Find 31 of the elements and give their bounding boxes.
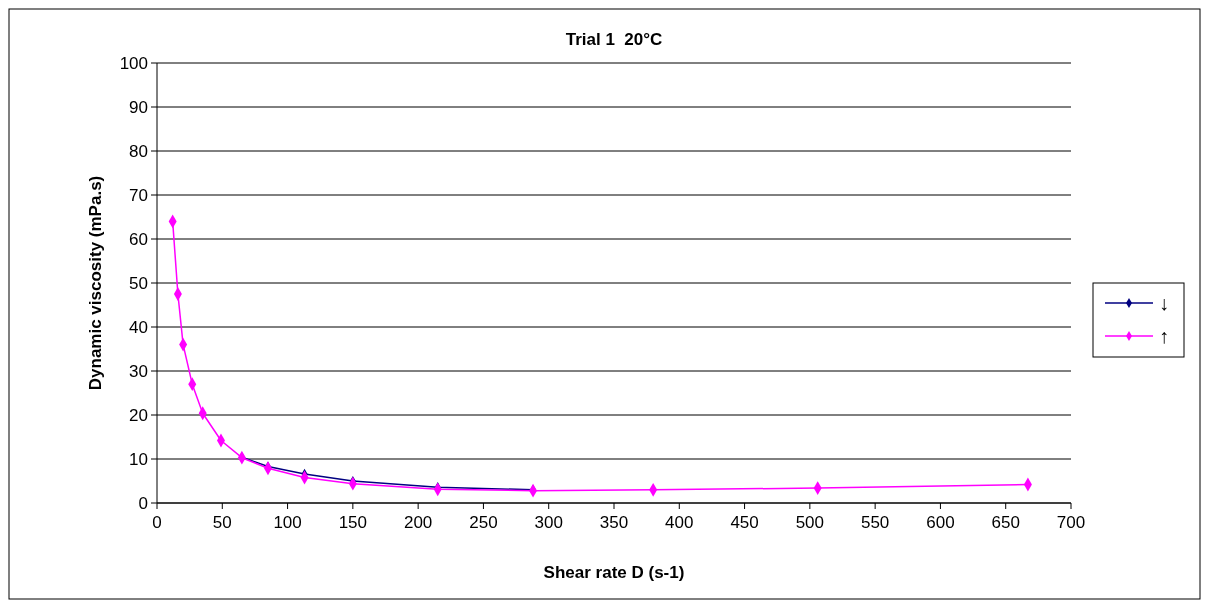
y-tick-label: 50: [129, 274, 148, 293]
x-tick-label: 50: [212, 513, 232, 532]
x-tick-label: 150: [338, 513, 368, 532]
x-tick-label: 0: [152, 513, 162, 532]
x-tick-label: 300: [534, 513, 563, 532]
y-tick-label: 0: [138, 494, 148, 513]
x-tick-label: 600: [926, 513, 955, 532]
y-tick-label: 90: [129, 98, 148, 117]
y-tick-label: 20: [129, 406, 148, 425]
x-tick-label: 200: [403, 513, 433, 532]
x-tick-label: 250: [469, 513, 498, 532]
chart-title: Trial 1 20°C: [565, 30, 663, 49]
y-axis-title: Dynamic viscosity (mPa.s): [86, 175, 105, 391]
x-tick-label: 400: [665, 513, 694, 532]
x-tick-label: 650: [991, 513, 1020, 532]
x-axis-title: Shear rate D (s-1): [543, 563, 685, 582]
legend-label: ↑: [1159, 325, 1169, 347]
x-tick-label: 550: [860, 513, 890, 532]
y-tick-label: 80: [129, 142, 148, 161]
y-tick-label: 70: [129, 186, 148, 205]
y-tick-label: 60: [129, 230, 148, 249]
x-tick-label: 700: [1056, 513, 1086, 532]
y-tick-label: 40: [129, 318, 148, 337]
x-tick-label: 450: [730, 513, 759, 532]
y-tick-label: 30: [129, 362, 148, 381]
x-tick-label: 500: [795, 513, 825, 532]
x-tick-label: 100: [273, 513, 302, 532]
x-tick-label: 350: [599, 513, 629, 532]
legend-label: ↓: [1159, 292, 1169, 314]
y-tick-label: 100: [119, 54, 148, 73]
y-tick-label: 10: [129, 450, 148, 469]
